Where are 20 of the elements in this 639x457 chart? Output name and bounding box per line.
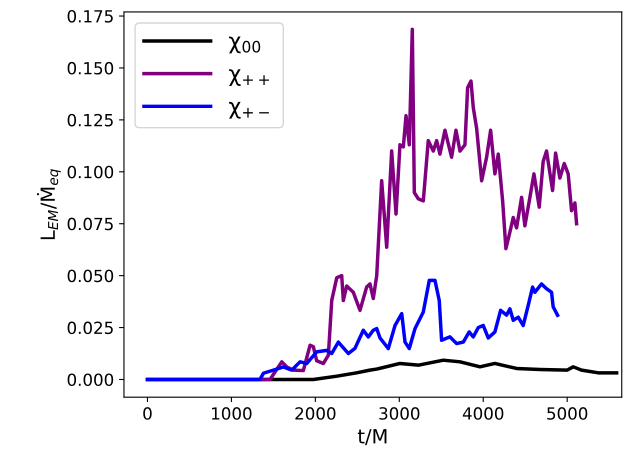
y-axis-title: L$_{EM}$/Ṁ$_{eq}$ [37, 169, 61, 240]
y-tick-label: 0.125 [68, 114, 113, 126]
x-tick-label: 2000 [295, 407, 336, 420]
x-tick-label: 1000 [212, 407, 252, 420]
y-tick-label: 0.025 [68, 322, 113, 334]
y-tick-label: 0.000 [68, 373, 114, 386]
y-tick-label: 0.150 [68, 62, 114, 75]
x-tick-label: 3000 [379, 407, 420, 420]
legend-label: χ$_{00}$ [229, 36, 260, 54]
y-tick-label: 0.100 [68, 166, 114, 178]
y-tick-label: 0.075 [68, 218, 113, 230]
y-tick-label: 0.050 [68, 270, 114, 282]
x-tick-label: 5000 [547, 407, 588, 420]
x-axis-title: t/M [358, 429, 386, 446]
legend-label: χ$_{+−}$ [229, 102, 269, 119]
x-tick-label: 4000 [462, 407, 504, 420]
legend-label: χ$_{++}$ [229, 69, 269, 86]
y-tick-label: 0.175 [68, 10, 113, 23]
x-tick-label: 0 [143, 407, 152, 420]
line-series [146, 278, 560, 382]
